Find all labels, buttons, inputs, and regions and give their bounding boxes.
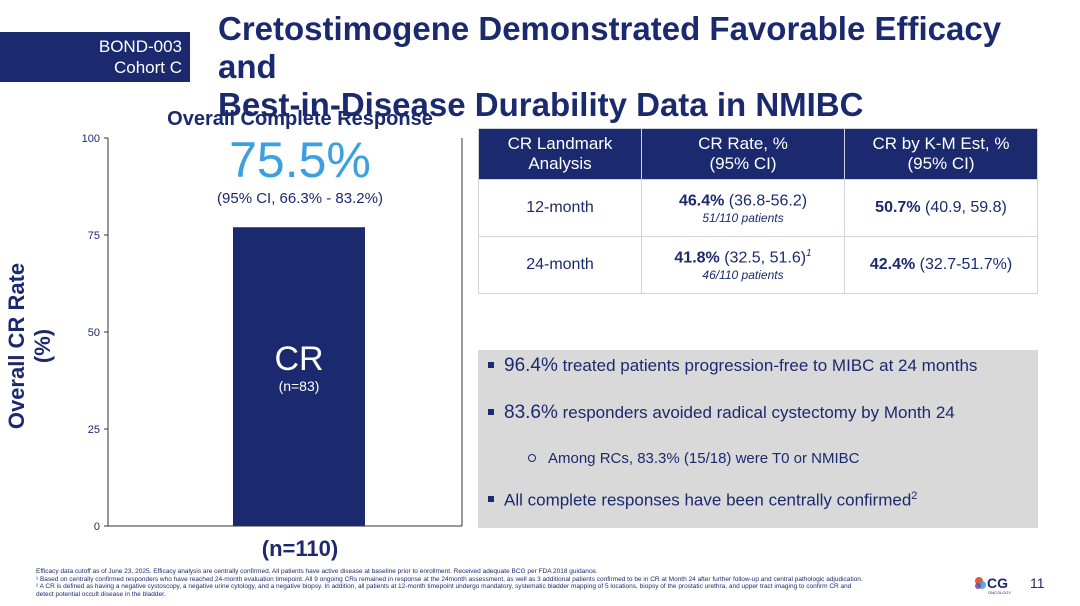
x-axis-label: (n=110) <box>261 536 339 561</box>
square-bullet-icon <box>488 361 494 368</box>
table-row: 24-month 41.8% (32.5, 51.6)1 46/110 pati… <box>478 236 1038 294</box>
headline-cr-value: 75.5% <box>229 132 371 188</box>
page-number: 11 <box>1030 575 1045 591</box>
cohort-line-2: Cohort C <box>113 58 182 77</box>
sub-bullet-text: Among RCs, 83.3% (15/18) were T0 or NMIB… <box>548 450 860 467</box>
table-row: 12-month 46.4% (36.8-56.2) 51/110 patien… <box>478 179 1038 237</box>
header-km-line-2: (95% CI) <box>907 154 975 173</box>
footnote-line: detect potential occult disease in the b… <box>36 590 166 598</box>
cell-km-est: 42.4% (32.7-51.7%) <box>844 236 1038 294</box>
footnote-line: ² A CR is defined as having a negative c… <box>36 583 852 590</box>
cr-rate-ci: (36.8-56.2) <box>724 192 808 210</box>
y-axis-label: Overall CR Rate (%) <box>4 262 55 430</box>
cr-rate-patients: 46/110 patients <box>702 267 784 282</box>
key-findings-box: 96.4% treated patients progression-free … <box>478 350 1038 528</box>
bullet-3-sup: 2 <box>911 490 918 502</box>
page-title-line-2: Best-in-Disease Durability Data in NMIBC <box>218 86 864 123</box>
bullet-progression-free: 96.4% treated patients progression-free … <box>488 355 977 377</box>
y-tick-label: 25 <box>88 424 100 436</box>
bar-label-group: CR (n=83) <box>233 340 365 394</box>
header-km-est: CR by K-M Est, % (95% CI) <box>844 128 1038 180</box>
chart-title: Overall Complete Response <box>167 108 433 130</box>
bullet-centrally-confirmed: All complete responses have been central… <box>488 490 917 511</box>
bullet-2-text: responders avoided radical cystectomy by… <box>557 403 955 422</box>
square-bullet-icon <box>488 408 494 415</box>
page-title: Cretostimogene Demonstrated Favorable Ef… <box>218 10 1068 124</box>
km-ci: (32.7-51.7%) <box>915 256 1013 273</box>
y-tick-label: 0 <box>94 521 100 533</box>
cr-rate-patients: 51/110 patients <box>702 210 784 225</box>
logo-text: CG <box>987 575 1008 591</box>
cell-cr-rate: 46.4% (36.8-56.2) 51/110 patients <box>641 179 845 237</box>
cell-cr-rate: 41.8% (32.5, 51.6)1 46/110 patients <box>641 236 845 294</box>
bullet-1-value: 96.4% <box>504 355 558 376</box>
bar-label: CR <box>274 340 324 378</box>
cohort-line-1: BOND-003 <box>98 37 182 56</box>
sub-bullet-rcs: Among RCs, 83.3% (15/18) were T0 or NMIB… <box>528 450 860 467</box>
bullet-1-text: treated patients progression-free to MIB… <box>557 356 978 375</box>
km-value: 50.7% <box>875 199 921 216</box>
headline-cr-ci: (95% CI, 66.3% - 83.2%) <box>217 190 383 207</box>
cr-landmark-table: CR Landmark Analysis CR Rate, % (95% CI)… <box>478 128 1038 294</box>
cell-landmark: 24-month <box>478 236 642 294</box>
cohort-tag: BOND-003 Cohort C <box>0 32 190 82</box>
header-landmark-line-1: CR Landmark <box>507 134 613 153</box>
bullet-3-text: All complete responses have been central… <box>504 490 912 510</box>
header-cr-rate-line-1: CR Rate, % <box>698 134 788 153</box>
header-landmark-line-2: Analysis <box>528 154 592 173</box>
cr-rate-value: 41.8% <box>674 249 720 267</box>
cg-oncology-logo: CG ONCOLOGY <box>975 575 1011 595</box>
header-cr-rate-line-2: (95% CI) <box>709 154 777 173</box>
km-value: 42.4% <box>869 256 916 273</box>
y-tick-label: 75 <box>88 230 100 242</box>
cr-rate-ci: (32.5, 51.6) <box>719 249 807 267</box>
footnotes: Efficacy data cutoff as of June 23, 2025… <box>36 568 956 598</box>
footnote-line: ¹ Based on centrally confirmed responder… <box>36 575 863 583</box>
cr-bar-chart: 0 25 50 75 100 Overall Complete Response 75.… <box>0 100 470 570</box>
bar-sublabel: (n=83) <box>278 378 320 394</box>
header-cr-rate: CR Rate, % (95% CI) <box>641 128 845 180</box>
bullet-2-value: 83.6% <box>504 402 558 423</box>
circle-bullet-icon <box>528 454 536 463</box>
y-tick-label: 50 <box>88 327 100 339</box>
y-tick-label: 100 <box>82 133 100 145</box>
cr-rate-value: 46.4% <box>678 192 725 210</box>
footnote-line: Efficacy data cutoff as of June 23, 2025… <box>36 568 598 575</box>
cell-km-est: 50.7% (40.9, 59.8) <box>844 179 1038 237</box>
bullet-avoided-cystectomy: 83.6% responders avoided radical cystect… <box>488 402 955 424</box>
cell-landmark: 12-month <box>478 179 642 237</box>
header-landmark: CR Landmark Analysis <box>478 128 642 180</box>
square-bullet-icon <box>488 496 494 503</box>
bar-cr <box>233 227 365 526</box>
chart-svg: 0 25 50 75 100 <box>82 133 463 533</box>
logo-subtext: ONCOLOGY <box>988 590 1011 595</box>
km-ci: (40.9, 59.8) <box>920 199 1007 216</box>
cr-rate-sup: 1 <box>806 248 812 260</box>
header-km-line-1: CR by K-M Est, % <box>872 134 1010 153</box>
page-title-line-1: Cretostimogene Demonstrated Favorable Ef… <box>218 10 1002 85</box>
table-header-row: CR Landmark Analysis CR Rate, % (95% CI)… <box>478 128 1038 180</box>
